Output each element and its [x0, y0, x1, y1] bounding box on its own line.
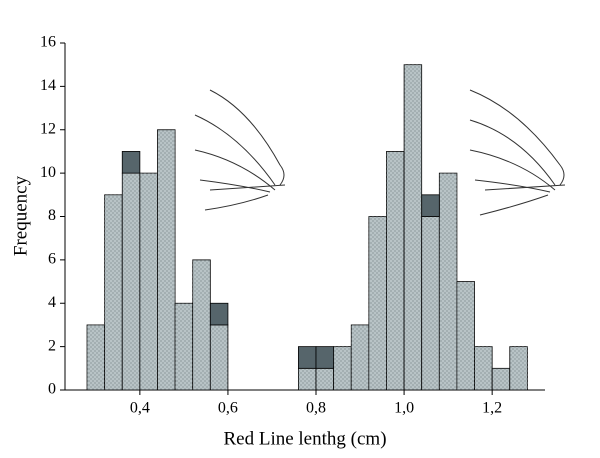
x-tick-label: 0,4 [130, 400, 150, 417]
x-tick-label: 1,2 [482, 400, 502, 417]
bar-texture [122, 173, 140, 390]
bar-texture [87, 324, 105, 390]
bar-texture [421, 216, 440, 390]
bar-texture [333, 346, 352, 390]
y-tick-label: 2 [48, 337, 56, 354]
bar-texture [509, 346, 528, 390]
bar-texture [157, 129, 176, 390]
x-tick-label: 1,0 [394, 400, 414, 417]
bar [315, 346, 335, 369]
y-tick-label: 6 [48, 251, 56, 268]
bar [421, 194, 440, 217]
y-tick-label: 12 [40, 120, 56, 137]
y-axis-label: Frequency [10, 175, 31, 256]
bar [121, 151, 141, 174]
y-tick-label: 14 [40, 77, 56, 94]
bar-texture [439, 173, 457, 390]
bar-texture [210, 324, 228, 390]
bar-texture [351, 324, 369, 390]
y-tick-label: 10 [40, 164, 56, 181]
bar-texture [175, 303, 193, 390]
bar-texture [474, 346, 493, 390]
bar-texture [404, 64, 422, 390]
bar-texture [368, 216, 387, 390]
insect-drawing [194, 89, 566, 216]
bar-texture [104, 194, 123, 390]
y-tick-label: 4 [48, 294, 56, 311]
x-tick-label: 0,6 [218, 400, 238, 417]
x-axis-label: Red Line lenthg (cm) [223, 428, 386, 449]
bar-texture [386, 151, 405, 390]
y-tick-label: 0 [48, 381, 56, 398]
x-tick-label: 0,8 [306, 400, 326, 417]
y-tick-label: 8 [48, 207, 56, 224]
bar-texture [316, 368, 334, 390]
bar-texture [298, 368, 317, 390]
bar-texture [492, 368, 510, 390]
bar [209, 302, 229, 326]
bar-texture [456, 281, 475, 390]
bar [297, 346, 317, 369]
bar-texture [139, 173, 158, 390]
y-tick-label: 16 [40, 34, 56, 51]
bar-texture [192, 259, 211, 390]
